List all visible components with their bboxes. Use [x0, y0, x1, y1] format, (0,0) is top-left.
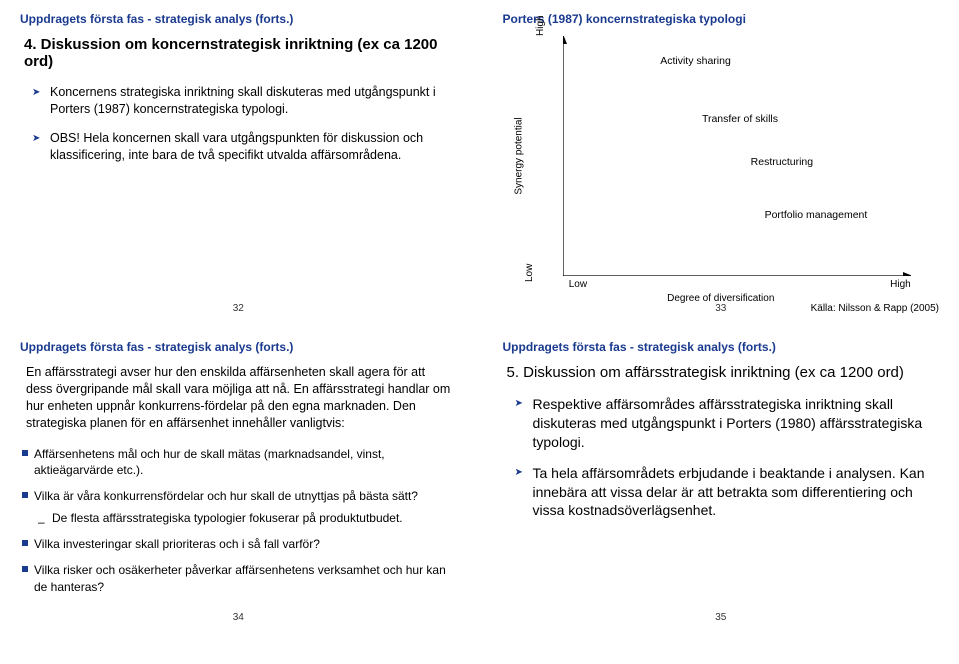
label-restructuring: Restructuring: [751, 156, 813, 168]
square-bullet-text: Vilka är våra konkurrensfördelar och hur…: [34, 489, 418, 503]
square-bullet-item: Vilka investeringar skall prioriteras oc…: [34, 536, 457, 552]
bullet-item: Ta hela affärsområdets erbjudande i beak…: [533, 464, 940, 521]
slide-33: Porters (1987) koncernstrategiska typolo…: [495, 8, 948, 316]
bullet-list: Respektive affärsområdes affärsstrategis…: [503, 395, 940, 520]
square-bullet-item: Vilka är våra konkurrensfördelar och hur…: [34, 488, 457, 526]
page-number: 32: [233, 303, 244, 314]
bullet-item: Koncernens strategiska inriktning skall …: [50, 84, 457, 118]
porters-typology-chart: High Synergy potential Low Activity shar…: [531, 36, 911, 276]
slide-34: Uppdragets första fas - strategisk analy…: [12, 336, 465, 625]
slide-title: Uppdragets första fas - strategisk analy…: [503, 340, 940, 354]
axis-y-low-label: Low: [524, 264, 535, 282]
slide-35: Uppdragets första fas - strategisk analy…: [495, 336, 948, 625]
slide-title: Uppdragets första fas - strategisk analy…: [20, 12, 457, 26]
slide-32: Uppdragets första fas - strategisk analy…: [12, 8, 465, 316]
square-bullet-list: Affärsenhetens mål och hur de skall mäta…: [20, 446, 457, 595]
slide-title: Porters (1987) koncernstrategiska typolo…: [503, 12, 940, 26]
page-number: 34: [233, 612, 244, 623]
label-activity-sharing: Activity sharing: [660, 55, 731, 67]
axes-svg: [563, 36, 911, 276]
slide-title: Uppdragets första fas - strategisk analy…: [20, 340, 457, 354]
axis-y-high-label: High: [535, 15, 546, 36]
square-bullet-item: Vilka risker och osäkerheter påverkar af…: [34, 562, 457, 594]
axis-x-low-label: Low: [569, 279, 587, 290]
label-portfolio-mgmt: Portfolio management: [765, 209, 868, 221]
bullet-item: OBS! Hela koncernen skall vara utgångspu…: [50, 130, 457, 164]
page-number: 33: [715, 303, 726, 314]
sub-bullet-item: De flesta affärsstrategiska typologier f…: [52, 510, 457, 526]
intro-paragraph: En affärsstrategi avser hur den enskilda…: [20, 364, 457, 432]
bullet-list: Koncernens strategiska inriktning skall …: [20, 84, 457, 164]
square-bullet-item: Affärsenhetens mål och hur de skall mäta…: [34, 446, 457, 478]
slide-heading: 5. Diskussion om affärsstrategisk inrikt…: [503, 364, 940, 381]
slide-heading: 4. Diskussion om koncernstrategisk inrik…: [20, 36, 457, 70]
axis-x-high-label: High: [890, 279, 911, 290]
chart-source: Källa: Nilsson & Rapp (2005): [811, 303, 939, 314]
sub-bullet-list: De flesta affärsstrategiska typologier f…: [34, 510, 457, 526]
chart-plot-area: Activity sharing Transfer of skills Rest…: [563, 36, 911, 276]
page-number: 35: [715, 612, 726, 623]
axis-y-label: Synergy potential: [513, 117, 524, 194]
bullet-item: Respektive affärsområdes affärsstrategis…: [533, 395, 940, 452]
label-transfer-of-skills: Transfer of skills: [702, 113, 778, 125]
